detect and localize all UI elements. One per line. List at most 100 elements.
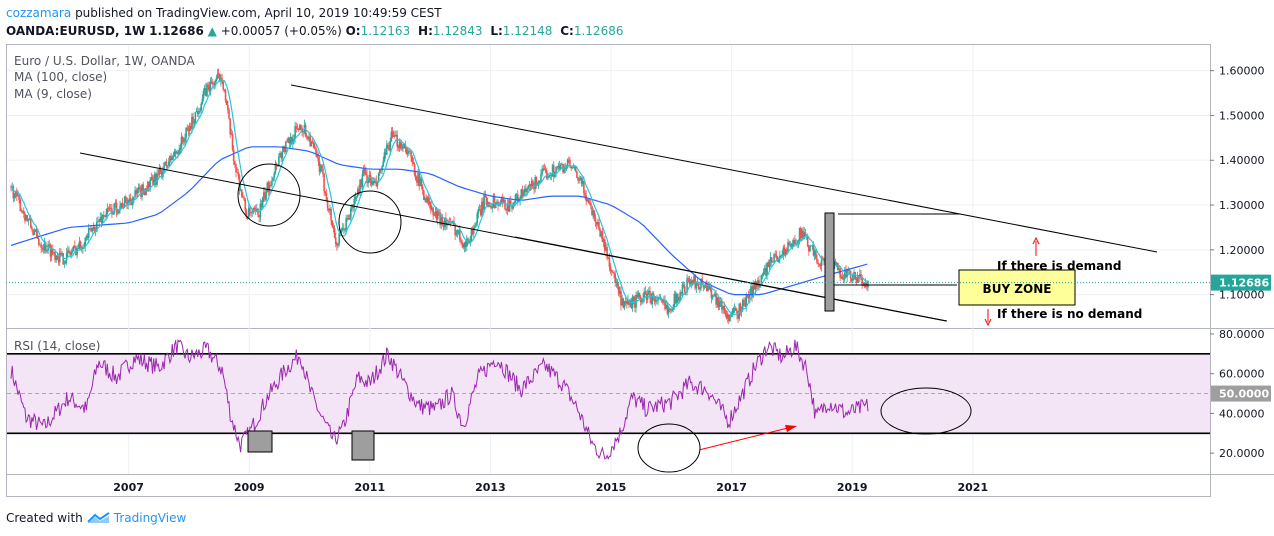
candle-body <box>817 262 819 264</box>
candle-body <box>605 247 607 251</box>
price-chart[interactable]: BUY ZONE If there is demand If there is … <box>0 0 1274 510</box>
candle-body <box>747 295 750 299</box>
candle-body <box>67 250 69 253</box>
candle-body <box>586 199 589 202</box>
rsi-legend: RSI (14, close) <box>14 339 100 353</box>
candle-body <box>265 192 267 200</box>
rsi-y-tick-label: 20.0000 <box>1219 447 1265 460</box>
candle-body <box>19 199 22 212</box>
candle-body <box>503 199 505 203</box>
x-tick-label-2009: 2009 <box>234 481 265 494</box>
candle-body <box>46 250 48 252</box>
candle-body <box>787 242 789 252</box>
candle-body <box>716 297 719 305</box>
candle-body <box>750 286 752 295</box>
candle-body <box>147 181 149 192</box>
candle-body <box>584 192 586 196</box>
candle-body <box>781 254 783 256</box>
candle-body <box>292 139 294 144</box>
candle-body <box>261 197 264 208</box>
candle-body <box>404 143 407 149</box>
candle-body <box>296 128 299 130</box>
candle-body <box>331 220 334 227</box>
candle-body <box>40 244 42 248</box>
candle-body <box>447 223 450 224</box>
candle-body <box>21 210 24 212</box>
candle-body <box>417 173 419 183</box>
candle-body <box>28 218 31 220</box>
candle-body <box>405 148 408 154</box>
candle-body <box>733 308 736 309</box>
candle-body <box>497 201 499 206</box>
candle-body <box>622 298 625 308</box>
candle-body <box>649 290 651 299</box>
footer: Created with TradingView <box>6 511 186 525</box>
candle-body <box>587 199 590 203</box>
y-tick-label: 1.60000 <box>1219 65 1265 78</box>
candle-body <box>385 144 388 155</box>
candle-body <box>278 156 280 166</box>
candle-body <box>353 199 356 208</box>
candle-body <box>54 252 56 261</box>
candle-body <box>419 179 422 186</box>
candle-body <box>323 173 325 192</box>
author-link[interactable]: cozzamara <box>6 6 72 20</box>
candle-body <box>798 227 801 241</box>
candle-body <box>623 301 626 308</box>
candle-body <box>838 268 840 271</box>
candle-body <box>157 173 160 175</box>
candle-body <box>543 168 546 170</box>
candle-body <box>479 209 482 216</box>
candle-body <box>77 248 80 249</box>
candle-body <box>281 150 284 159</box>
candle-body <box>730 315 732 317</box>
candle-body <box>784 249 787 255</box>
candle-body <box>99 217 102 222</box>
candle-body <box>423 190 425 200</box>
x-tick-label-2013: 2013 <box>475 481 506 494</box>
candle-body <box>435 211 438 220</box>
candle-body <box>397 146 400 148</box>
candle-body <box>591 205 593 215</box>
candle-body <box>332 226 335 229</box>
candle-body <box>533 186 535 190</box>
candle-body <box>363 169 366 172</box>
candle-body <box>474 225 476 229</box>
rsi-line <box>10 338 869 460</box>
main-legend-title: Euro / U.S. Dollar, 1W, OANDA <box>14 54 195 68</box>
candle-body <box>198 111 200 115</box>
price-axis: 1.60000 1.50000 1.40000 1.30000 1.20000 1.100… <box>1210 65 1271 460</box>
candle-body <box>734 308 737 311</box>
candle-body <box>521 189 524 196</box>
candle-body <box>152 179 155 185</box>
candle-body <box>818 263 821 265</box>
candle-body <box>578 179 581 181</box>
candle-body <box>18 195 20 200</box>
candle-body <box>469 240 472 243</box>
candle-body <box>285 141 287 152</box>
candle-body <box>120 202 122 206</box>
candle-body <box>642 298 644 302</box>
candle-body <box>761 274 764 276</box>
candle-body <box>677 293 679 301</box>
candle-body <box>799 227 802 239</box>
candle-body <box>34 229 37 232</box>
candle-body <box>559 164 562 169</box>
candle-body <box>90 227 92 232</box>
candle-body <box>493 195 496 209</box>
candle-body <box>195 111 198 113</box>
candle-body <box>454 224 456 236</box>
candle-body <box>697 283 700 290</box>
candle-body <box>782 247 785 255</box>
candle-body <box>13 193 16 199</box>
candle-body <box>418 173 421 186</box>
candle-body <box>696 283 699 285</box>
candle-body <box>289 137 292 144</box>
candle-body <box>242 196 244 198</box>
candle-body <box>286 141 288 143</box>
candle-body <box>251 210 254 213</box>
candle-body <box>310 141 313 147</box>
candle-body <box>200 103 202 111</box>
candle-body <box>811 245 814 247</box>
footer-tradingview-link[interactable]: TradingView <box>113 511 187 525</box>
